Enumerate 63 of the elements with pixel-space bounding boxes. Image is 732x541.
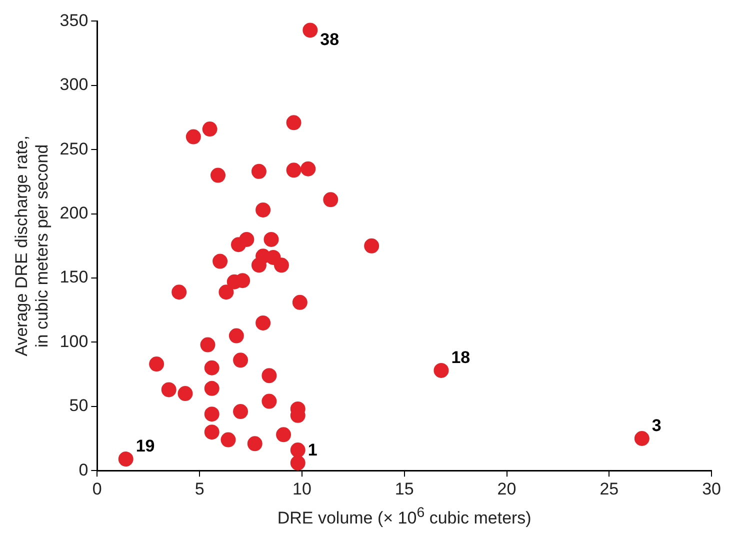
point: [233, 352, 248, 368]
point: [290, 442, 306, 458]
annotation: 3: [652, 416, 662, 436]
y-tick-label: 350: [60, 10, 88, 30]
x-tick-label: 30: [702, 479, 722, 498]
annotation: 19: [136, 436, 155, 456]
point: [634, 431, 650, 446]
point: [200, 337, 216, 352]
point: [178, 386, 193, 402]
point: [239, 232, 254, 247]
x-tick-label: 10: [292, 479, 312, 498]
point: [292, 294, 308, 310]
y-tick-label: 50: [69, 396, 88, 416]
y-tick-label: 100: [60, 332, 88, 351]
x-tick-label: 25: [600, 479, 619, 498]
point: [210, 168, 226, 183]
point: [264, 232, 279, 247]
point: [364, 238, 380, 254]
point: [434, 362, 449, 378]
point: [302, 22, 318, 38]
point: [276, 427, 292, 442]
point: [204, 360, 220, 376]
point: [204, 424, 220, 440]
point: [256, 202, 271, 218]
point: [202, 122, 218, 137]
y-tick-label: 200: [60, 203, 88, 222]
point: [262, 394, 277, 409]
point: [251, 164, 266, 179]
annotation: 38: [320, 30, 340, 49]
y-axis-title: Average DRE discharge rate, in cubic meters per second: [12, 135, 52, 356]
y-tick-label: 0: [78, 460, 88, 480]
y-tick-label: 150: [60, 268, 88, 287]
point: [149, 356, 164, 372]
point: [233, 404, 248, 420]
y-tick-label: 250: [60, 139, 88, 158]
point: [212, 254, 228, 269]
x-tick-label: 5: [194, 479, 204, 498]
point: [218, 284, 234, 300]
point: [286, 115, 302, 130]
point: [204, 406, 220, 422]
point: [256, 315, 271, 330]
y-tick-label: 300: [60, 75, 88, 94]
point: [204, 380, 220, 396]
point: [300, 161, 316, 176]
annotation: 18: [451, 348, 470, 368]
point: [161, 382, 176, 398]
x-tick-label: 15: [394, 479, 414, 498]
point: [290, 455, 306, 470]
point: [251, 258, 266, 273]
x-tick-label: 0: [92, 479, 102, 498]
point: [228, 328, 244, 344]
x-tick-label: 20: [497, 479, 516, 498]
point: [118, 452, 134, 467]
point: [220, 432, 236, 448]
annotation: 1: [308, 440, 318, 460]
point: [323, 192, 338, 208]
x-axis-title: DRE volume (× 10$^{6}$ cubic meters): [277, 505, 532, 529]
point: [172, 284, 187, 300]
point: [274, 258, 289, 273]
point: [262, 368, 277, 384]
point: [186, 129, 201, 144]
point: [247, 436, 262, 452]
point: [286, 162, 302, 178]
